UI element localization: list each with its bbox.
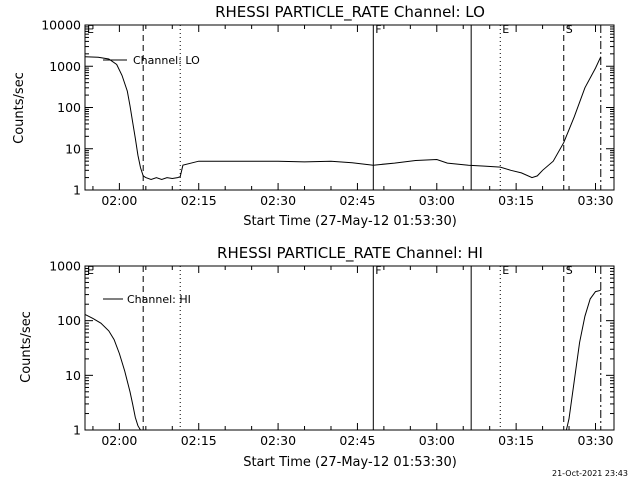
- event-marker-label: E: [87, 264, 94, 277]
- chart-panel-hi: RHESSI PARTICLE_RATE Channel: HI Start T…: [19, 244, 615, 470]
- chart-title-lo: RHESSI PARTICLE_RATE Channel: LO: [215, 3, 485, 22]
- timestamp: 21-Oct-2021 23:43: [552, 469, 628, 478]
- legend-label-lo: Channel: LO: [133, 54, 200, 67]
- y-tick-label: 10000: [41, 18, 81, 33]
- x-tick-label: 02:45: [339, 193, 375, 208]
- x-tick-label: 03:30: [577, 193, 613, 208]
- x-tick-label: 03:15: [498, 433, 534, 448]
- series-line: [85, 56, 602, 181]
- event-marker-label: F: [375, 23, 381, 36]
- legend-label-hi: Channel: HI: [127, 293, 191, 306]
- x-tick-label: 02:30: [260, 193, 296, 208]
- event-marker-label: F: [375, 264, 381, 277]
- x-tick-label: 02:00: [101, 193, 137, 208]
- y-tick-label: 10: [65, 368, 81, 383]
- x-tick-label: 03:00: [419, 193, 455, 208]
- series-line: [85, 289, 601, 430]
- y-tick-label: 1000: [49, 59, 81, 74]
- event-marker-label: E: [87, 23, 94, 36]
- x-tick-label: 03:15: [498, 193, 534, 208]
- x-tick-label: 02:45: [339, 433, 375, 448]
- y-tick-label: 10: [65, 141, 81, 156]
- x-tick-label: 02:00: [101, 433, 137, 448]
- event-marker-label: S: [566, 264, 573, 277]
- chart-panel-lo: RHESSI PARTICLE_RATE Channel: LO Start T…: [12, 3, 615, 229]
- x-tick-label: 02:15: [181, 193, 217, 208]
- x-tick-label: 02:15: [181, 433, 217, 448]
- y-tick-label: 1: [73, 423, 81, 438]
- event-marker-label: S: [566, 23, 573, 36]
- y-tick-label: 1: [73, 183, 81, 198]
- event-marker-label: E: [502, 264, 509, 277]
- y-axis-label-hi: Counts/sec: [19, 311, 34, 383]
- x-tick-label: 02:30: [260, 433, 296, 448]
- y-tick-label: 100: [57, 313, 81, 328]
- x-axis-label-lo: Start Time (27-May-12 01:53:30): [243, 214, 457, 229]
- x-tick-label: 03:00: [419, 433, 455, 448]
- y-tick-label: 1000: [49, 259, 81, 274]
- chart-title-hi: RHESSI PARTICLE_RATE Channel: HI: [217, 244, 483, 263]
- y-axis-label-lo: Counts/sec: [12, 72, 27, 144]
- x-tick-label: 03:30: [577, 433, 613, 448]
- event-marker-label: E: [502, 23, 509, 36]
- x-axis-label-hi: Start Time (27-May-12 01:53:30): [243, 455, 457, 470]
- y-tick-label: 100: [57, 100, 81, 115]
